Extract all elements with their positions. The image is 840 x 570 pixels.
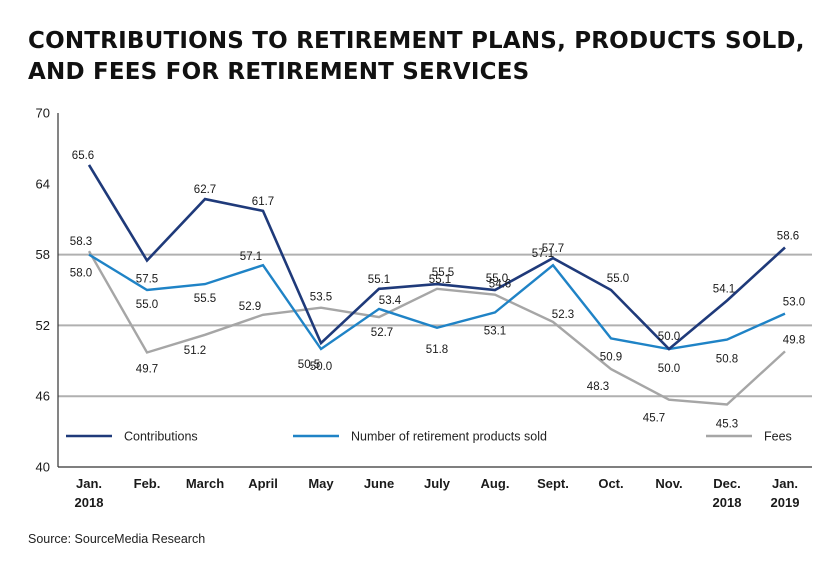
x-tick-label: 2018	[713, 495, 742, 510]
data-label-fees: 52.7	[371, 327, 393, 339]
axes: 40 46 52 58 64 70 Jan. 2018 Feb. March April May Jun…	[36, 106, 812, 510]
data-label-fees: 48.3	[587, 381, 609, 393]
data-label-contributions: 57.7	[542, 243, 564, 255]
x-tick-label: June	[364, 476, 394, 491]
x-tick-label: Jan.	[76, 476, 102, 491]
data-label-contributions: 61.7	[252, 196, 274, 208]
x-tick-label: April	[248, 476, 278, 491]
legend-label-products: Number of retirement products sold	[351, 430, 547, 444]
data-label-fees: 52.9	[239, 301, 261, 313]
data-label-contributions: 57.5	[136, 274, 158, 286]
data-label-fees: 45.7	[643, 413, 665, 425]
y-tick-label: 46	[36, 389, 50, 404]
x-tick-label: Jan.	[772, 476, 798, 491]
data-label-fees: 55.1	[429, 274, 451, 286]
data-labels: 65.657.562.761.750.555.155.5 55.057.755.0…	[70, 150, 805, 431]
legend-label-contributions: Contributions	[124, 430, 198, 444]
data-label-contributions: 62.7	[194, 184, 216, 196]
legend: Contributions Number of retirement produc…	[66, 430, 792, 444]
y-tick-label: 70	[36, 106, 50, 121]
data-label-fees: 58.3	[70, 236, 92, 248]
data-label-products: 50.8	[716, 354, 738, 366]
x-tick-label: March	[186, 476, 224, 491]
chart-title: CONTRIBUTIONS TO RETIREMENT PLANS, PRODU…	[28, 26, 828, 88]
data-label-products: 57.1	[240, 251, 262, 263]
x-tick-label: Nov.	[655, 476, 682, 491]
data-label-contributions: 55.0	[607, 273, 629, 285]
data-label-products: 55.0	[136, 299, 158, 311]
data-label-products: 50.9	[600, 351, 622, 363]
chart-title-line-1: CONTRIBUTIONS TO RETIREMENT PLANS, PRODU…	[28, 28, 805, 54]
data-label-products: 53.1	[484, 325, 506, 337]
x-tick-label: 2019	[771, 495, 800, 510]
x-tick-label: May	[308, 476, 334, 491]
data-label-fees: 49.8	[783, 334, 805, 346]
data-label-contributions: 65.6	[72, 150, 94, 162]
data-label-products: 58.0	[70, 268, 92, 280]
y-tick-label: 64	[36, 176, 50, 191]
data-label-contributions: 58.6	[777, 231, 799, 243]
data-label-fees: 51.2	[184, 345, 206, 357]
data-label-contributions: 55.0	[486, 273, 508, 285]
data-label-fees: 54.6	[489, 279, 511, 291]
x-tick-label: Sept.	[537, 476, 569, 491]
x-tick-label: Oct.	[598, 476, 623, 491]
data-label-fees: 49.7	[136, 364, 158, 376]
y-tick-label: 52	[36, 318, 50, 333]
data-label-contributions: 55.1	[368, 274, 390, 286]
x-tick-label: July	[424, 476, 451, 491]
data-label-products: 53.4	[379, 295, 402, 307]
y-tick-label: 40	[36, 460, 50, 475]
x-tick-label: 2018	[75, 495, 104, 510]
gridlines	[58, 253, 812, 398]
data-label-products: 53.0	[783, 297, 805, 309]
x-tick-label: Aug.	[481, 476, 510, 491]
data-label-fees: 45.3	[716, 418, 738, 430]
source-note: Source: SourceMedia Research	[28, 532, 206, 546]
data-label-fees: 53.5	[310, 292, 332, 304]
series-lines	[87, 164, 786, 406]
data-label-fees: 52.3	[552, 309, 574, 321]
data-label-contributions: 54.1	[713, 284, 735, 296]
data-label-products: 55.5	[194, 293, 216, 305]
chart-title-line-2: AND FEES FOR RETIREMENT SERVICES	[28, 59, 530, 85]
series-line-fees	[87, 250, 786, 406]
y-tick-label: 58	[36, 247, 50, 262]
data-label-contributions: 50.0	[658, 331, 680, 343]
data-label-products: 50.0	[658, 363, 680, 375]
data-label-products: 50.0	[310, 361, 332, 373]
legend-label-fees: Fees	[764, 430, 792, 444]
data-label-contributions: 50.5	[298, 359, 320, 371]
series-line-contributions	[87, 164, 786, 351]
x-tick-label: Dec.	[713, 476, 740, 491]
data-label-products: 51.8	[426, 344, 448, 356]
x-tick-label: Feb.	[134, 476, 161, 491]
data-label-products: 57.1	[532, 248, 554, 260]
data-label-contributions: 55.5	[432, 267, 454, 279]
